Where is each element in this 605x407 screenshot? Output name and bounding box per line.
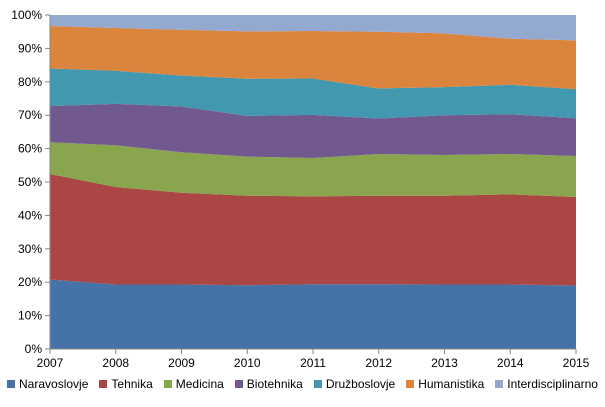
y-axis-tick-labels: 0% 10% 20% 30% 40% 50% 60% 70% 80% 90% 100% <box>11 8 42 356</box>
legend-label: Naravoslovje <box>19 377 89 391</box>
x-tick-label: 2015 <box>563 356 590 370</box>
legend-swatch <box>7 380 16 388</box>
legend-label: Humanistika <box>418 377 485 391</box>
legend-label: Medicina <box>175 377 224 391</box>
legend-label: Družboslovje <box>325 377 396 391</box>
legend-item: Interdisciplinarno <box>495 377 598 391</box>
legend-swatch <box>495 380 504 388</box>
x-tick-label: 2008 <box>102 356 129 370</box>
chart-svg: 0%10%20%30%40%50%60%70%80%90%100% 2007 20… <box>11 8 590 370</box>
y-tick-label: 10% <box>18 309 42 323</box>
legend-item: Tehnika <box>99 377 153 391</box>
x-tick-label: 2014 <box>497 356 524 370</box>
legend-label: Tehnika <box>111 377 153 391</box>
legend-item: Naravoslovje <box>7 377 88 391</box>
x-tick-label: 2010 <box>234 356 261 370</box>
y-tick-label: 0% <box>25 342 43 356</box>
y-tick-label: 40% <box>18 208 42 222</box>
y-tick-label: 90% <box>18 41 42 55</box>
x-tick-label: 2012 <box>365 356 392 370</box>
legend-swatch <box>99 380 108 388</box>
area-tehnika <box>50 173 576 286</box>
legend-item: Medicina <box>163 377 224 391</box>
chart-areas <box>50 15 576 349</box>
y-tick-label: 20% <box>18 275 42 289</box>
legend-item: Biotehnika <box>234 377 303 391</box>
area-humanistika <box>50 26 576 90</box>
x-tick-label: 2013 <box>431 356 458 370</box>
y-tick-label: 70% <box>18 108 42 122</box>
x-axis-tick-labels: 2007 2008 2009 2010 2011 2012 2013 2014 2015 <box>37 356 590 370</box>
area-biotehnika <box>50 103 576 158</box>
legend-label: Biotehnika <box>246 377 303 391</box>
legend-label: Interdisciplinarno <box>507 377 598 391</box>
area-dru-boslovje <box>50 68 576 119</box>
legend-swatch <box>406 380 415 388</box>
legend-swatch <box>163 380 172 388</box>
y-tick-label: 80% <box>18 75 42 89</box>
x-tick-label: 2011 <box>300 356 326 370</box>
area-medicina <box>50 142 576 198</box>
y-tick-label: 50% <box>18 175 42 189</box>
y-tick-label: 30% <box>18 242 42 256</box>
y-tick-label: 100% <box>11 8 42 22</box>
x-tick-label: 2009 <box>168 356 195 370</box>
chart-legend: Naravoslovje Tehnika Medicina Biotehnika Dru… <box>0 377 605 391</box>
y-tick-label: 60% <box>18 142 42 156</box>
legend-item: Družboslovje <box>313 377 396 391</box>
area-interdisciplinarno <box>50 15 576 41</box>
legend-item: Humanistika <box>406 377 484 391</box>
legend-swatch <box>313 380 322 388</box>
x-tick-label: 2007 <box>37 356 64 370</box>
area-naravoslovje <box>50 279 576 349</box>
chart-axes <box>45 14 577 354</box>
legend-swatch <box>234 380 243 388</box>
